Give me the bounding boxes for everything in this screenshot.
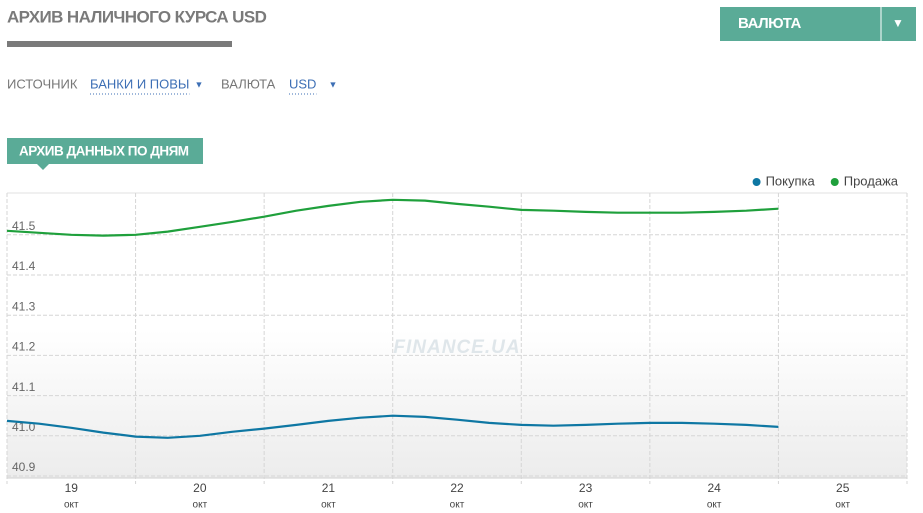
y-tick-label: 41.5 <box>12 219 36 233</box>
x-tick-label: 19 <box>65 481 79 495</box>
page-title: АРХИВ НАЛИЧНОГО КУРСА USD <box>7 7 267 26</box>
x-tick-month: окт <box>450 500 465 511</box>
x-tick-month: окт <box>193 500 208 511</box>
tab-label: АРХИВ ДАННЫХ ПО ДНЯМ <box>19 144 189 159</box>
menu-arrow: ▼ <box>892 16 904 30</box>
x-tick-label: 23 <box>579 481 593 495</box>
legend-label: Покупка <box>766 173 816 188</box>
tab-pointer <box>37 164 49 170</box>
x-tick-month: окт <box>578 500 593 511</box>
filter-label: ВАЛЮТА <box>221 76 276 91</box>
filter-arrow[interactable]: ▼ <box>329 79 338 89</box>
filter-arrow[interactable]: ▼ <box>195 79 204 89</box>
x-tick-month: окт <box>835 500 850 511</box>
legend-marker <box>752 178 761 186</box>
x-tick-label: 22 <box>450 481 464 495</box>
x-tick-label: 24 <box>707 481 721 495</box>
tab[interactable] <box>7 138 203 164</box>
y-tick-label: 41.2 <box>12 340 36 354</box>
legend-label: Продажа <box>844 173 899 188</box>
filter-label: ИСТОЧНИК <box>7 76 78 91</box>
menu-label: ВАЛЮТА <box>738 15 801 32</box>
x-tick-month: окт <box>321 500 336 511</box>
legend-marker <box>830 178 839 186</box>
y-tick-label: 41.3 <box>12 299 36 313</box>
filter-value[interactable]: USD <box>289 76 316 91</box>
y-tick-label: 41.1 <box>12 380 36 394</box>
y-tick-label: 41.4 <box>12 259 36 273</box>
x-tick-label: 25 <box>836 481 850 495</box>
currency-menu[interactable] <box>720 7 916 41</box>
x-tick-month: окт <box>64 500 79 511</box>
x-tick-month: окт <box>707 500 722 511</box>
y-tick-label: 40.9 <box>12 460 36 474</box>
plot-shade <box>7 330 907 478</box>
series-line <box>6 414 779 439</box>
x-tick-label: 21 <box>322 481 336 495</box>
series-line <box>6 198 779 237</box>
filter-value[interactable]: БАНКИ И ПОВЫ <box>90 76 189 91</box>
x-tick-label: 20 <box>193 481 207 495</box>
watermark: FINANCE.UA <box>393 337 520 358</box>
title-underline <box>7 41 232 47</box>
